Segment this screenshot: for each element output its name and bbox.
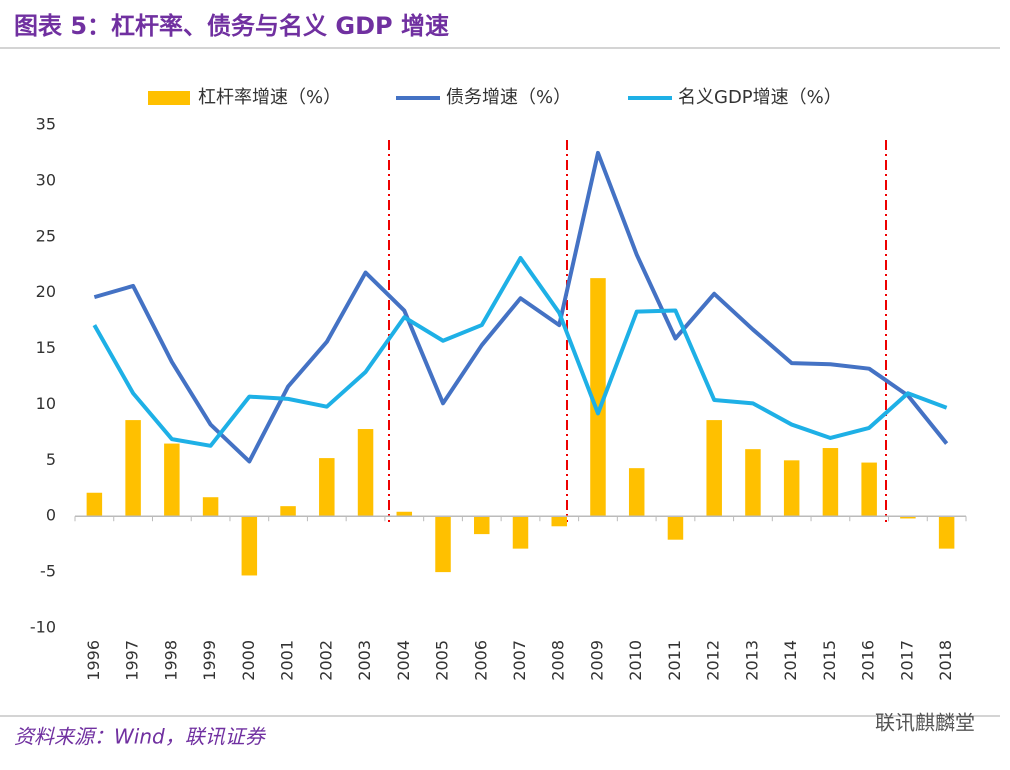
y-tick-label: -5 xyxy=(40,562,56,581)
x-tick-label: 2005 xyxy=(433,640,452,681)
bar xyxy=(551,516,567,527)
watermark: 联讯麒麟堂 xyxy=(875,711,975,735)
x-tick-label: 2011 xyxy=(665,640,684,681)
x-tick-label: 2015 xyxy=(820,640,839,681)
x-tick-label: 2014 xyxy=(781,640,800,681)
bar xyxy=(590,278,606,517)
x-tick-label: 2016 xyxy=(859,640,878,681)
bar xyxy=(512,516,529,549)
bar xyxy=(783,460,800,517)
legend-label: 杠杆率增速（%） xyxy=(198,87,341,108)
bar xyxy=(164,443,180,517)
x-tick-label: 2006 xyxy=(471,640,490,681)
bar xyxy=(861,462,877,517)
y-tick-label: 0 xyxy=(46,506,56,525)
bar xyxy=(280,506,296,517)
x-tick-label: 2001 xyxy=(278,640,297,681)
x-tick-label: 2007 xyxy=(510,640,529,681)
bar xyxy=(938,516,955,549)
bar xyxy=(86,492,103,517)
x-tick-label: 2013 xyxy=(742,640,761,681)
y-tick-label: 20 xyxy=(36,282,56,301)
bar xyxy=(319,458,335,517)
x-tick-label: 1998 xyxy=(161,640,180,681)
legend-label: 债务增速（%） xyxy=(446,87,571,108)
y-tick-label: -10 xyxy=(30,618,56,637)
bar xyxy=(900,516,916,519)
x-tick-label: 2000 xyxy=(239,640,258,681)
x-tick-label: 2012 xyxy=(704,640,723,681)
line xyxy=(92,256,948,448)
chart-title: 图表 5：杠杆率、债务与名义 GDP 增速 xyxy=(14,12,449,40)
bar xyxy=(745,449,761,517)
y-tick-label: 10 xyxy=(36,394,56,413)
bar xyxy=(435,516,451,573)
bar xyxy=(822,448,839,517)
x-tick-label: 1996 xyxy=(84,640,103,681)
y-tick-label: 5 xyxy=(46,450,56,469)
bar xyxy=(667,516,684,540)
bar xyxy=(628,468,645,517)
bar xyxy=(396,511,413,517)
y-tick-label: 15 xyxy=(36,338,56,357)
x-tick-label: 2017 xyxy=(897,640,916,681)
x-tick-label: 1997 xyxy=(123,640,142,681)
legend-label: 名义GDP增速（%） xyxy=(678,87,842,108)
x-tick-label: 2002 xyxy=(316,640,335,681)
x-tick-label: 2004 xyxy=(394,640,413,681)
x-tick-label: 2018 xyxy=(936,640,955,681)
x-tick-label: 2010 xyxy=(626,640,645,681)
legend-swatch xyxy=(148,91,190,105)
y-tick-label: 30 xyxy=(36,170,56,189)
bar xyxy=(357,429,374,517)
x-tick-label: 1999 xyxy=(200,640,219,681)
source: 资料来源：Wind，联讯证券 xyxy=(14,725,267,749)
y-tick-label: 25 xyxy=(36,226,56,245)
bar xyxy=(125,420,141,517)
bar xyxy=(202,497,219,517)
bar xyxy=(706,420,722,517)
bar xyxy=(241,516,258,576)
line xyxy=(93,150,949,464)
x-tick-label: 2008 xyxy=(549,640,568,681)
x-tick-label: 2003 xyxy=(355,640,374,681)
x-tick-label: 2009 xyxy=(587,640,606,681)
y-tick-label: 35 xyxy=(36,115,56,134)
bar xyxy=(474,516,490,535)
